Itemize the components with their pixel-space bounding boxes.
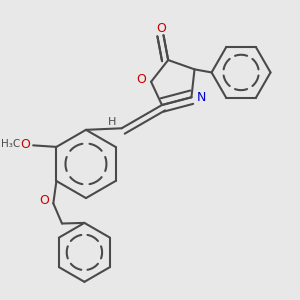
- Text: O: O: [136, 73, 146, 86]
- Text: O: O: [20, 138, 30, 151]
- Text: H: H: [107, 117, 116, 127]
- Text: O: O: [40, 194, 50, 207]
- Text: N: N: [197, 91, 206, 104]
- Text: O: O: [156, 22, 166, 35]
- Text: H₃C: H₃C: [1, 140, 20, 149]
